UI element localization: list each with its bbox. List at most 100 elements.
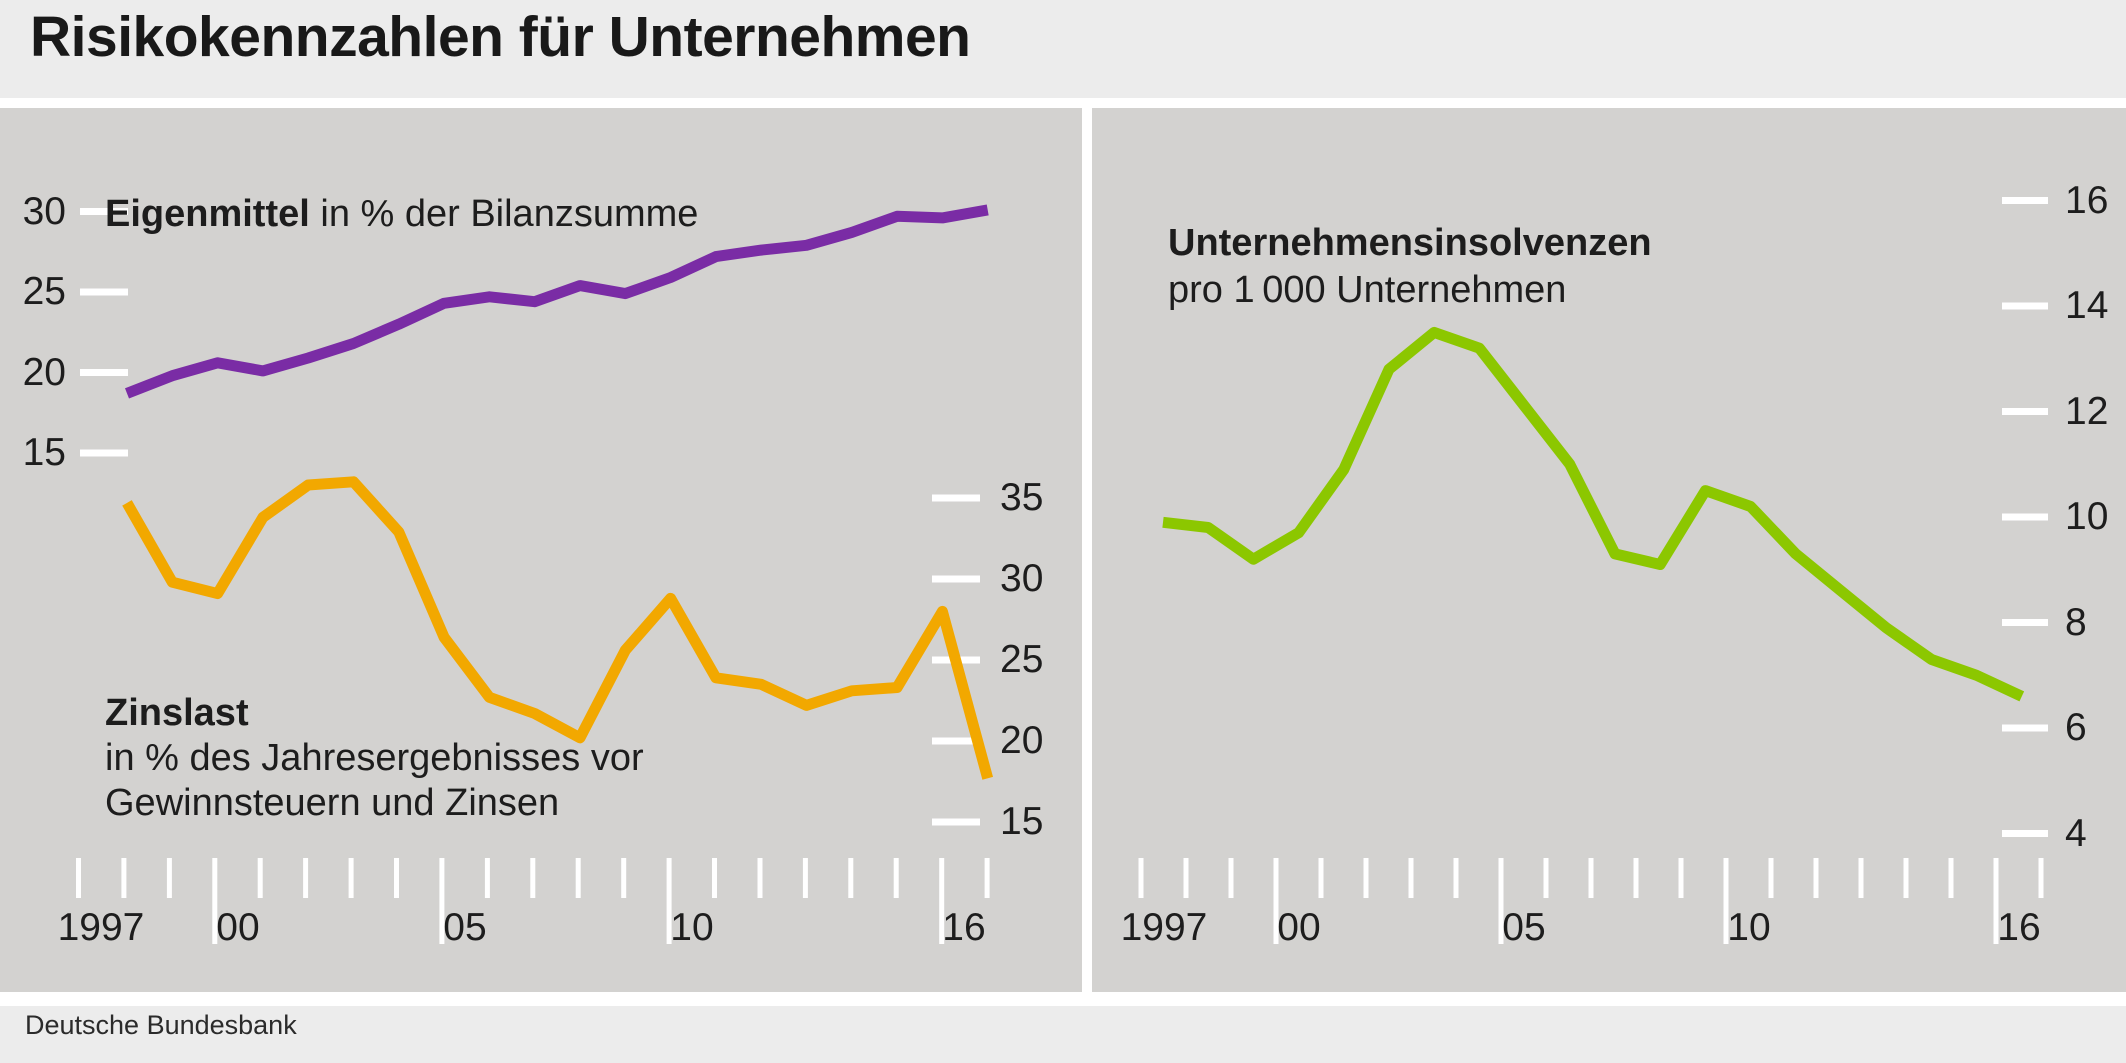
left-chart-panel: Eigenmittel in % der Bilanzsumme Zinslas… — [0, 108, 1082, 992]
left-chart-svg — [76, 204, 994, 944]
right-axis-dash-8 — [2002, 619, 2048, 626]
x-tick-8 — [1498, 858, 1504, 944]
right-axis-label-4: 4 — [2065, 812, 2087, 855]
left-axis-dash-30 — [80, 208, 128, 215]
x-tick-1 — [121, 858, 127, 898]
right-axis-dash-14 — [2002, 302, 2048, 310]
x-tick-5 — [1363, 858, 1369, 898]
x-axis-label-16: 16 — [942, 906, 986, 949]
insolvenzen-legend-bold: Unternehmensinsolvenzen — [1168, 222, 1652, 264]
x-tick-2 — [166, 858, 172, 898]
zinslast-legend: Zinslast in % des Jahresergebnisses vor … — [105, 691, 644, 826]
eigenmittel-legend-bold: Eigenmittel — [105, 193, 310, 235]
x-tick-11 — [1633, 858, 1639, 898]
x-tick-11 — [575, 858, 581, 898]
x-tick-10 — [1588, 858, 1594, 898]
eigenmittel-line — [124, 204, 989, 399]
x-tick-15 — [1813, 858, 1819, 898]
insolvenzen-legend-line2: pro 1 000 Unternehmen — [1168, 269, 1567, 311]
x-axis-label-1997: 1997 — [57, 906, 145, 949]
x-tick-6 — [348, 858, 354, 898]
x-axis-label-10: 10 — [1727, 906, 1771, 949]
x-tick-8 — [439, 858, 445, 944]
insolvenzen-legend: Unternehmensinsolvenzen pro 1 000 Untern… — [1168, 220, 1652, 314]
x-tick-13 — [1723, 858, 1729, 944]
source-label: Deutsche Bundesbank — [25, 1010, 297, 1040]
x-tick-16 — [1858, 858, 1864, 898]
right-axis-label-6: 6 — [2065, 706, 2087, 749]
x-tick-2 — [1228, 858, 1234, 898]
eigenmittel-legend: Eigenmittel in % der Bilanzsumme — [105, 192, 698, 237]
x-tick-19 — [1993, 858, 1999, 944]
x-tick-16 — [802, 858, 808, 898]
x-tick-13 — [666, 858, 672, 944]
right-axis-label-30: 30 — [1000, 557, 1044, 600]
divider-top — [0, 98, 2126, 108]
left-axis-label-20: 20 — [22, 351, 66, 394]
right-axis-dash-35 — [932, 494, 980, 502]
page-title: Risikokennzahlen für Unternehmen — [30, 5, 971, 69]
zinslast-legend-line3: Gewinnsteuern und Zinsen — [105, 782, 560, 824]
x-tick-10 — [530, 858, 536, 898]
x-tick-4 — [257, 858, 263, 898]
x-tick-12 — [621, 858, 627, 898]
right-axis-dash-30 — [932, 575, 980, 583]
x-tick-20 — [2038, 858, 2044, 898]
x-tick-18 — [893, 858, 899, 898]
x-axis-label-05: 05 — [443, 906, 487, 949]
right-axis-label-16: 16 — [2065, 179, 2109, 222]
x-axis-label-10: 10 — [670, 906, 714, 949]
right-axis-dash-12 — [2002, 408, 2048, 415]
right-axis-dash-16 — [2002, 197, 2048, 204]
left-axis-dash-15 — [80, 449, 128, 457]
x-tick-3 — [1273, 858, 1279, 944]
x-tick-17 — [1903, 858, 1909, 898]
x-tick-20 — [984, 858, 990, 898]
left-axis-label-25: 25 — [22, 270, 66, 313]
x-tick-7 — [394, 858, 399, 898]
x-tick-12 — [1678, 858, 1684, 898]
x-axis-label-1997: 1997 — [1120, 906, 1208, 949]
right-chart-panel: Unternehmensinsolvenzen pro 1 000 Untern… — [1092, 108, 2126, 992]
right-axis-dash-4 — [2002, 830, 2048, 837]
right-axis-dash-20 — [932, 737, 980, 745]
zinslast-legend-bold: Zinslast — [105, 692, 249, 734]
x-tick-5 — [303, 858, 309, 898]
right-axis-label-25: 25 — [1000, 638, 1044, 681]
x-tick-0 — [76, 858, 81, 898]
x-tick-15 — [757, 858, 763, 898]
x-axis-label-00: 00 — [1277, 906, 1321, 949]
x-axis-label-05: 05 — [1502, 906, 1546, 949]
x-tick-18 — [1948, 858, 1954, 898]
right-axis-label-14: 14 — [2065, 284, 2109, 327]
x-tick-0 — [1138, 858, 1144, 898]
x-tick-17 — [848, 858, 854, 898]
zinslast-line — [122, 476, 994, 780]
divider-bottom — [0, 992, 2126, 1006]
right-axis-label-12: 12 — [2065, 390, 2109, 433]
x-tick-4 — [1318, 858, 1324, 898]
x-tick-14 — [712, 858, 717, 898]
insolvenzen-line — [1162, 326, 2025, 702]
panel-separator — [1082, 108, 1092, 992]
left-axis-dash-20 — [80, 369, 128, 376]
right-axis-label-35: 35 — [1000, 476, 1044, 519]
right-axis-dash-6 — [2002, 724, 2048, 732]
x-tick-9 — [1543, 858, 1549, 898]
right-axis-label-8: 8 — [2065, 601, 2087, 644]
eigenmittel-legend-rest: in % der Bilanzsumme — [309, 193, 699, 235]
x-tick-6 — [1408, 858, 1414, 898]
left-axis-label-30: 30 — [22, 190, 66, 233]
left-axis-dash-25 — [80, 288, 128, 296]
right-axis-label-10: 10 — [2065, 495, 2109, 538]
x-tick-7 — [1453, 858, 1459, 898]
x-axis-label-00: 00 — [216, 906, 260, 949]
left-axis-label-15: 15 — [22, 431, 66, 474]
zinslast-legend-line2: in % des Jahresergebnisses vor — [105, 737, 644, 779]
right-axis-dash-10 — [2002, 513, 2048, 521]
x-tick-1 — [1183, 858, 1189, 898]
x-tick-3 — [212, 858, 218, 944]
right-axis-label-20: 20 — [1000, 719, 1044, 762]
x-axis-label-16: 16 — [1997, 906, 2041, 949]
